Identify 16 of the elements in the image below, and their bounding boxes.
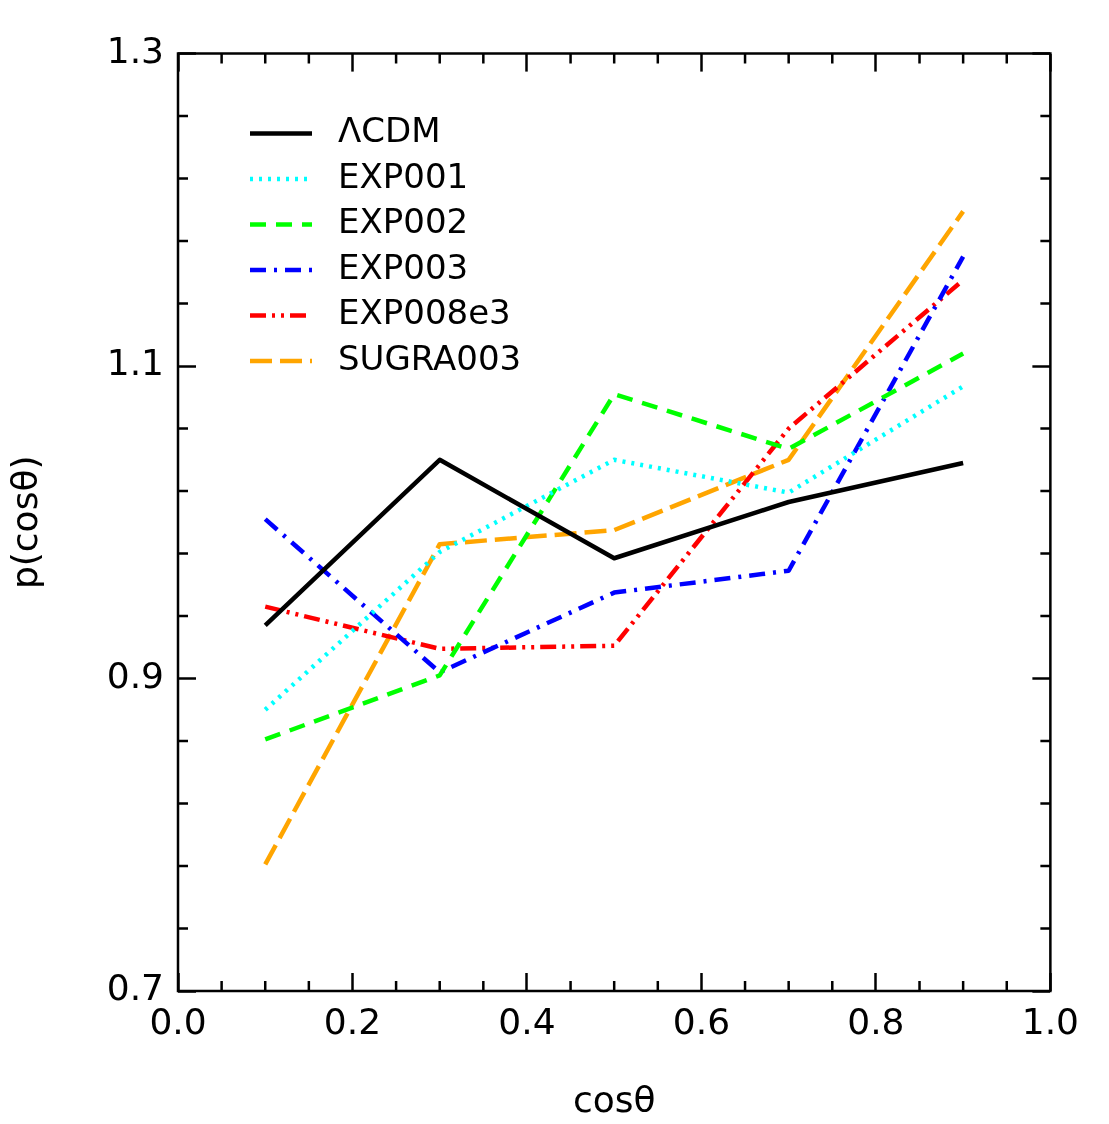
x-tick-label: 0.2 [323,1000,382,1042]
y-tick-label: 0.9 [106,654,164,696]
legend-label: SUGRA003 [338,337,522,378]
x-tick-label: 0.4 [498,1000,556,1042]
legend-label: EXP001 [338,155,469,196]
x-tick-label: 1.0 [1021,1000,1080,1042]
y-axis-title: p(cosθ) [3,455,45,590]
legend-label: EXP008e3 [338,292,511,333]
legend-label: EXP003 [338,246,469,287]
legend-label: EXP002 [338,201,469,242]
x-tick-label: 0.6 [672,1000,731,1042]
legend-label: ΛCDM [338,110,441,151]
x-tick-label: 0.8 [847,1000,905,1042]
x-axis-title: cosθ [572,1078,656,1120]
y-tick-label: 1.3 [106,29,164,71]
y-tick-label: 1.1 [106,342,164,384]
